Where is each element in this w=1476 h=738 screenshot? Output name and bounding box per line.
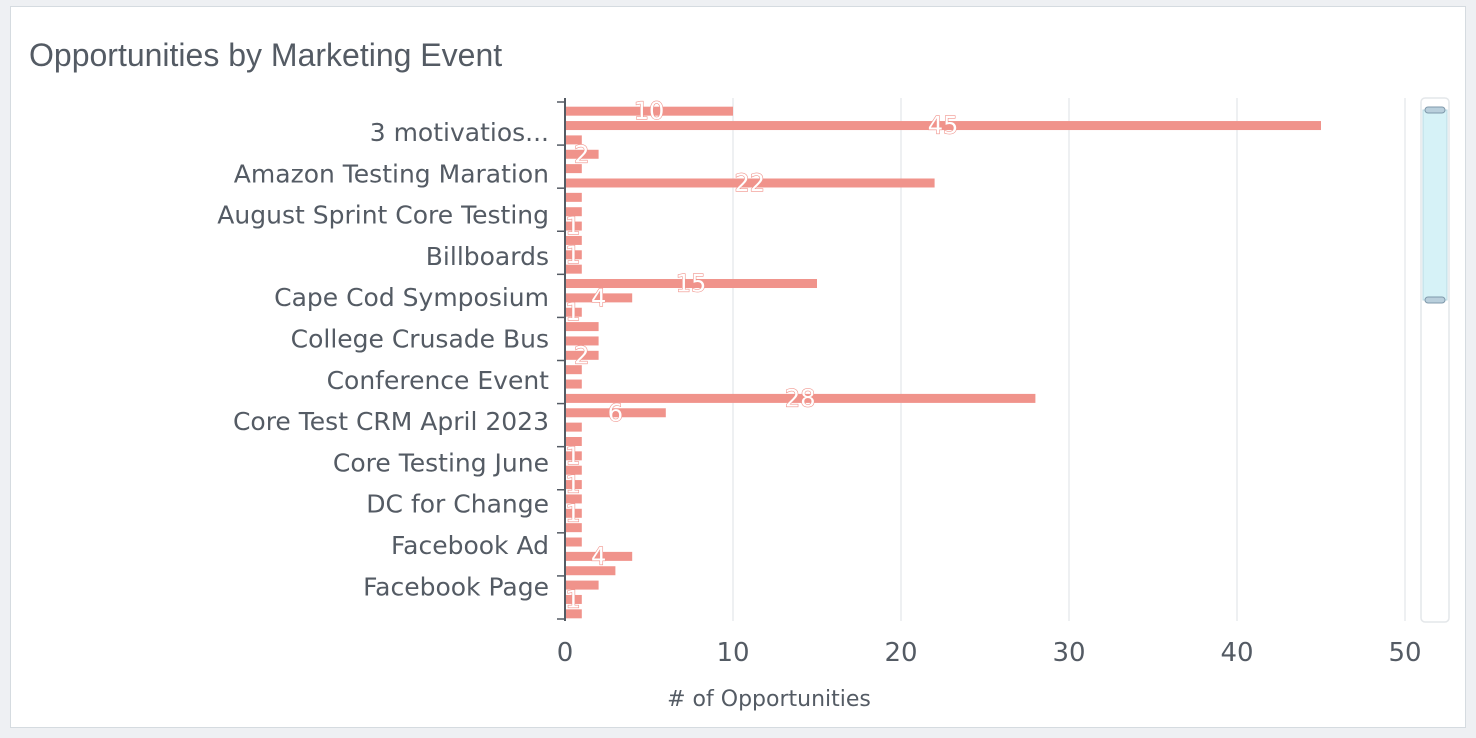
- bar-data-label: 10: [634, 97, 665, 125]
- bar: [565, 451, 582, 461]
- bar-data-label: 45: [928, 112, 959, 140]
- bar-data-label: 6: [608, 399, 623, 427]
- bar-data-label: 1: [565, 585, 580, 613]
- bar: [565, 149, 599, 159]
- bar: [565, 164, 582, 174]
- y-axis-category-label: Billboards: [426, 242, 549, 271]
- y-axis-category-label: Amazon Testing Maration: [234, 159, 549, 188]
- bar-data-label: 1: [565, 298, 580, 326]
- bar: [565, 350, 599, 360]
- scrollbar-handle-top[interactable]: [1424, 106, 1446, 114]
- bar: [565, 580, 599, 590]
- bar-data-label: 22: [735, 169, 766, 197]
- bar: [565, 250, 582, 260]
- bar: [565, 307, 582, 317]
- bar: [565, 494, 582, 504]
- y-axis-category-label: Cape Cod Symposium: [274, 283, 549, 312]
- bar-data-label: 1: [565, 241, 580, 269]
- scrollbar-thumb[interactable]: [1422, 109, 1448, 301]
- bar: [565, 264, 582, 274]
- bar: [565, 537, 582, 547]
- bar-data-label: 1: [565, 212, 580, 240]
- scrollbar-handle-bottom[interactable]: [1424, 296, 1446, 304]
- bar: [565, 422, 582, 432]
- x-axis-title: # of Opportunities: [667, 687, 871, 712]
- bar: [565, 221, 582, 231]
- bar-data-label: 2: [574, 341, 589, 369]
- bar: [565, 135, 582, 145]
- bar-data-label: 4: [591, 284, 606, 312]
- y-axis-category-label: Facebook Page: [363, 572, 549, 601]
- bar: [565, 436, 582, 446]
- bar: [565, 393, 1036, 403]
- bar: [565, 365, 582, 375]
- y-axis-category-label: Core Testing June: [333, 448, 549, 477]
- bar: [565, 379, 582, 389]
- bar: [565, 566, 616, 576]
- x-axis-tick-label: 50: [1388, 638, 1421, 668]
- bar: [565, 235, 582, 245]
- bar: [565, 594, 582, 604]
- bar-data-label: 1: [565, 499, 580, 527]
- bar-data-label: 4: [591, 542, 606, 570]
- bar: [565, 207, 582, 217]
- bar: [565, 322, 599, 332]
- bar-data-label: 2: [574, 140, 589, 168]
- bar: [565, 465, 582, 475]
- bar: [565, 279, 817, 289]
- y-axis-category-label: August Sprint Core Testing: [217, 201, 549, 230]
- bar: [565, 508, 582, 518]
- bar: [565, 480, 582, 490]
- bar: [565, 408, 666, 418]
- bar: [565, 609, 582, 619]
- x-axis-tick-label: 20: [884, 638, 917, 668]
- y-axis-category-label: Conference Event: [327, 366, 550, 395]
- x-axis-tick-label: 30: [1052, 638, 1085, 668]
- bar: [565, 551, 633, 561]
- bar-data-label: 28: [785, 384, 816, 412]
- bar-data-label: 15: [676, 270, 707, 298]
- y-axis-category-label: Facebook Ad: [391, 531, 549, 560]
- y-axis-category-label: Core Test CRM April 2023: [233, 407, 549, 436]
- x-axis-tick-label: 40: [1220, 638, 1253, 668]
- bar: [565, 293, 633, 303]
- x-axis-tick-label: 0: [557, 638, 574, 668]
- bar: [565, 178, 935, 188]
- bar: [565, 106, 733, 116]
- bar-data-label: 1: [565, 442, 580, 470]
- bar: [565, 336, 599, 346]
- bar: [565, 523, 582, 533]
- bar: [565, 121, 1321, 131]
- bar-data-label: 1: [565, 471, 580, 499]
- y-axis-category-label: DC for Change: [366, 490, 549, 519]
- x-axis-tick-label: 10: [716, 638, 749, 668]
- y-axis-category-label: 3 motivatios...: [370, 118, 549, 147]
- chart-title: Opportunities by Marketing Event: [29, 37, 503, 73]
- y-axis-category-label: College Crusade Bus: [291, 325, 549, 354]
- bar: [565, 192, 582, 202]
